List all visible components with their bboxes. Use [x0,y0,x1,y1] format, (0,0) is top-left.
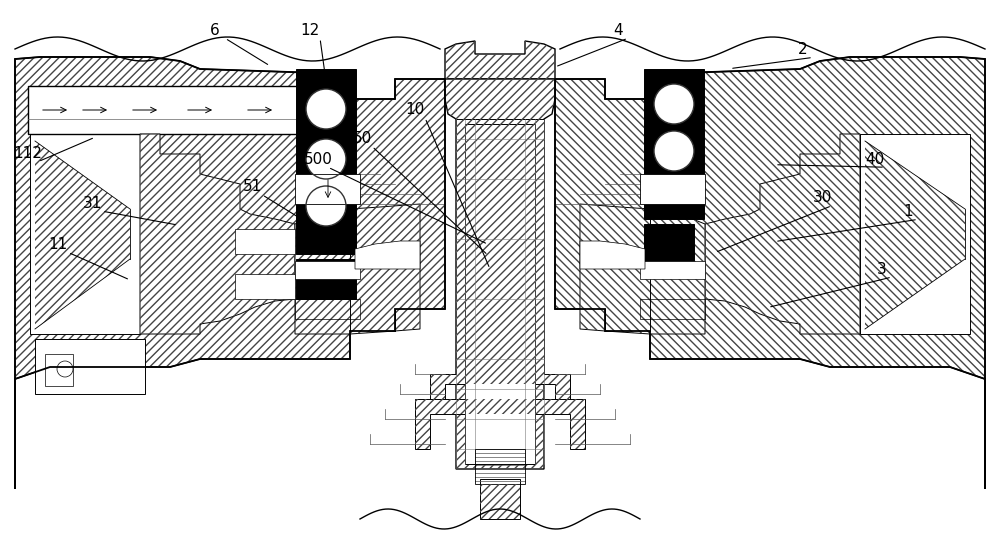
Polygon shape [15,57,445,489]
Text: 50: 50 [352,131,372,146]
Text: 112: 112 [14,146,42,161]
Polygon shape [705,134,860,334]
Polygon shape [860,134,970,334]
Polygon shape [445,79,555,469]
Polygon shape [30,134,140,334]
Polygon shape [555,57,985,489]
Text: 10: 10 [405,102,425,117]
Bar [35,339,145,394]
Bar [644,69,704,219]
Text: 51: 51 [242,179,262,194]
Polygon shape [415,399,585,449]
Text: 500: 500 [304,152,332,167]
Bar [465,124,535,464]
Bar [640,261,705,279]
Text: 3: 3 [877,261,887,277]
Bar [475,449,525,484]
Bar [45,354,73,386]
Polygon shape [140,134,295,334]
Text: 1: 1 [903,204,913,219]
Circle shape [306,89,346,129]
Polygon shape [580,241,645,269]
Bar [235,274,295,299]
Circle shape [654,131,694,171]
Circle shape [654,84,694,124]
Bar [295,174,360,204]
Bar [296,259,356,299]
Bar [644,224,694,264]
Polygon shape [355,241,420,269]
Text: 6: 6 [210,23,220,38]
Text: 2: 2 [798,42,808,57]
Text: 4: 4 [613,23,623,38]
Circle shape [306,139,346,179]
Bar [640,299,705,319]
Text: 31: 31 [82,195,102,211]
Polygon shape [445,41,555,79]
Text: 11: 11 [48,237,68,252]
Bar [295,299,360,319]
Circle shape [57,361,73,377]
Bar [480,479,520,519]
Bar [640,174,705,204]
Text: 40: 40 [865,152,885,167]
Circle shape [306,186,346,226]
Polygon shape [430,119,570,399]
Polygon shape [580,204,705,334]
Text: 30: 30 [812,190,832,205]
Bar [235,229,295,254]
Polygon shape [295,204,420,334]
Bar [295,261,360,279]
Bar [296,69,356,254]
Bar [28,86,350,134]
Text: 12: 12 [300,23,320,38]
